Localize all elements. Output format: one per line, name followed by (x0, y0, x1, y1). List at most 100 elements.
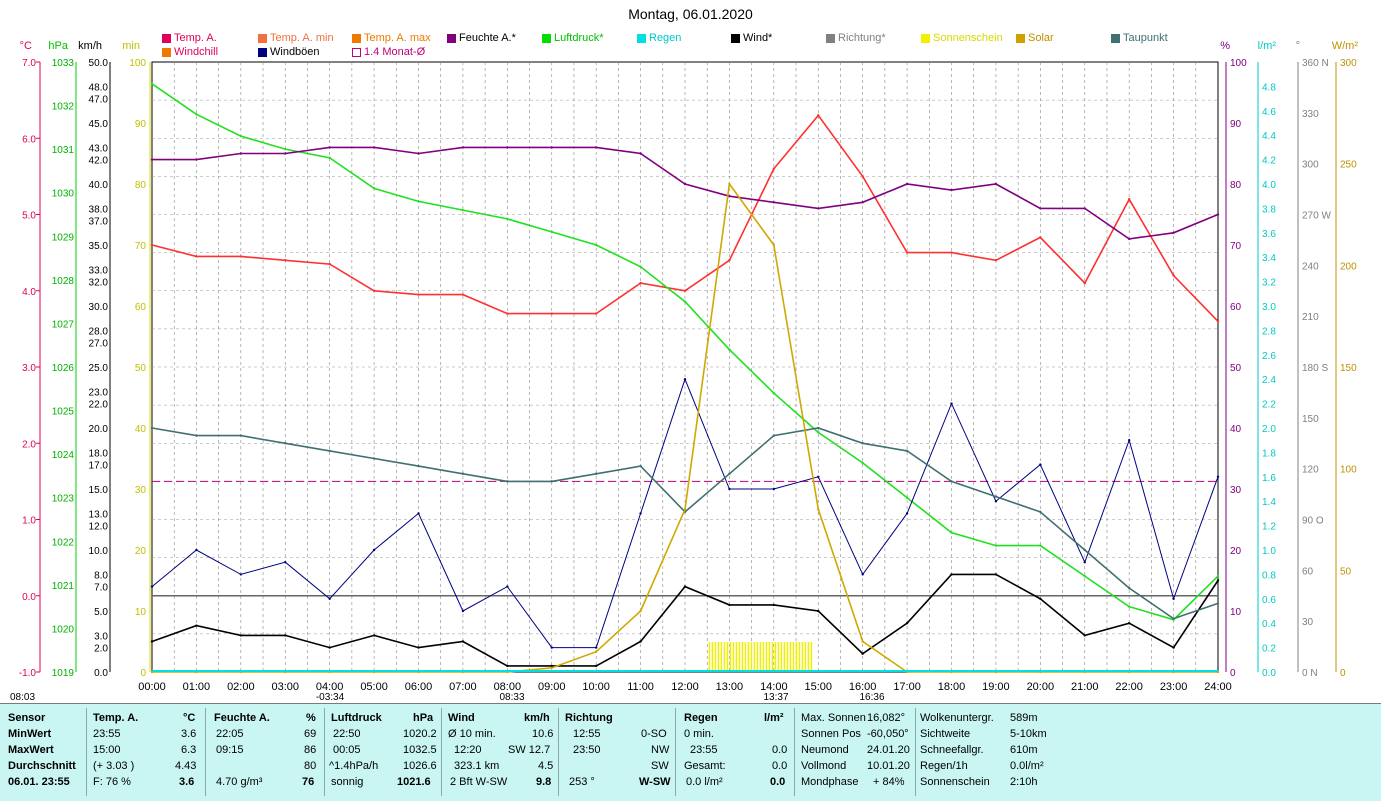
data-point (328, 449, 331, 453)
data-point (417, 152, 420, 155)
deg-axis-unit: ° (1296, 40, 1300, 52)
kmh-tick: 50.0 (89, 58, 109, 69)
data-point (550, 646, 553, 649)
data-point (1039, 463, 1042, 466)
x-tick: 02:00 (227, 681, 255, 693)
stats-col-wind: Wind km/h Ø 10 min. 10.6 12:20 SW 12.7 3… (442, 708, 559, 796)
x-tick: 13:00 (716, 681, 744, 693)
rain-tick: 1.6 (1262, 473, 1276, 484)
data-point (1172, 231, 1175, 234)
data-point (328, 262, 331, 266)
data-point (328, 646, 331, 649)
new-moon-label: Neumond (801, 744, 849, 756)
data-point (1172, 597, 1175, 600)
data-point (372, 187, 376, 190)
stats-col-pressure: Luftdruck hPa 22:50 1020.2 00:05 1032.5 … (325, 708, 442, 796)
data-point (817, 609, 820, 613)
data-point (461, 146, 465, 149)
data-point (994, 573, 998, 576)
kmh-tick: 42.0 (89, 156, 109, 167)
marker-label: 08:33 (499, 692, 524, 703)
deg-tick: 210 (1302, 312, 1319, 323)
x-tick: 12:00 (671, 681, 699, 693)
data-point (772, 603, 776, 607)
legend-item: Temp. A. min (258, 32, 334, 44)
data-point (683, 300, 687, 303)
data-point (1083, 574, 1086, 578)
data-point (1127, 605, 1131, 608)
stats-col-temp: Temp. A. °C 23:55 3.6 15:00 6.3 (+ 3.03 … (87, 708, 206, 796)
data-point (905, 449, 909, 453)
data-point (150, 585, 154, 588)
header-sensor: Sensor (8, 712, 46, 724)
legend-item: Luftdruck* (542, 32, 604, 44)
legend-label: Taupunkt (1123, 32, 1168, 44)
rain-tick: 0.0 (1262, 668, 1276, 679)
data-point (195, 434, 198, 437)
x-tick: 03:00 (271, 681, 299, 693)
x-tick: 11:00 (627, 681, 654, 693)
deg-tick: 360 N (1302, 58, 1329, 69)
data-point (905, 622, 909, 625)
temp-max-time: 15:00 (93, 744, 121, 756)
data-point (639, 640, 642, 643)
data-point (506, 480, 509, 483)
data-point (372, 457, 376, 460)
stats-col-humidity: Feuchte A. % 22:05 69 09:15 86 80 4.70 g… (206, 708, 325, 796)
press-current-value: 1021.6 (397, 776, 431, 788)
legend-label: Feuchte A.* (459, 32, 516, 44)
row-label-max: MaxWert (8, 744, 54, 756)
data-point (1216, 574, 1220, 578)
moon-phase-value: + 84% (873, 776, 905, 788)
x-tick: 00:00 (138, 681, 166, 693)
kmh-tick: 0.0 (94, 668, 108, 679)
data-point (994, 500, 998, 503)
legend-swatch (258, 47, 267, 57)
pct-tick: 50 (1230, 363, 1242, 374)
legend-item: Feuchte A.* (447, 32, 516, 44)
hpa-tick: 1022 (52, 537, 75, 548)
data-point (861, 461, 864, 465)
legend-swatch (352, 33, 361, 43)
legend-swatch (1016, 33, 1025, 43)
press-min-value: 1020.2 (403, 728, 437, 740)
kmh-axis-unit: km/h (78, 40, 102, 52)
dir-min-time: 12:55 (573, 728, 601, 740)
data-point (1039, 207, 1042, 210)
data-point (284, 152, 287, 155)
legend-swatch (447, 33, 456, 43)
hpa-tick: 1027 (52, 319, 75, 330)
data-point (550, 230, 553, 234)
min-tick: 0 (140, 668, 146, 679)
header-humidity-unit: % (306, 712, 316, 724)
data-point (861, 442, 864, 445)
data-point (550, 666, 553, 670)
data-point (417, 200, 420, 203)
data-point (594, 646, 598, 649)
legend-swatch (826, 33, 835, 43)
temp-tick: 4.0 (22, 287, 36, 298)
kmh-tick: 2.0 (94, 644, 108, 655)
wm-tick: 150 (1340, 363, 1357, 374)
data-point (639, 464, 642, 468)
data-point (372, 634, 376, 637)
min-tick: 10 (135, 607, 147, 618)
data-point (817, 426, 820, 430)
data-point (1216, 579, 1220, 582)
data-point (1083, 281, 1086, 285)
sun-max-label: Max. Sonnen (801, 712, 866, 724)
legend-swatch (258, 33, 267, 43)
hpa-tick: 1029 (52, 232, 75, 243)
row-label-min: MinWert (8, 728, 52, 740)
sunshine-label: Sonnenschein (920, 776, 990, 788)
data-point (506, 585, 509, 588)
data-point (772, 487, 776, 491)
data-point (1127, 586, 1131, 590)
wm-tick: 100 (1340, 465, 1357, 476)
pct-tick: 10 (1230, 607, 1242, 618)
min-axis-unit: min (122, 40, 140, 52)
data-point (328, 146, 331, 149)
data-point (239, 434, 243, 437)
sunshine-value: 2:10h (1010, 776, 1038, 788)
data-point (728, 603, 731, 607)
